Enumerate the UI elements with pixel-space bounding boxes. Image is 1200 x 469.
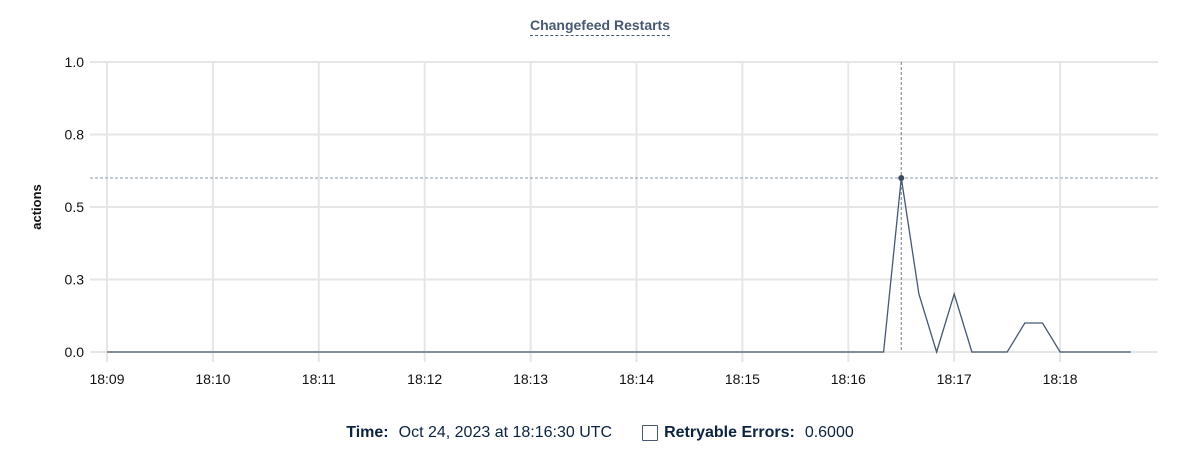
y-tick-label: 0.8 xyxy=(65,127,85,143)
x-tick-label: 18:09 xyxy=(89,371,124,387)
legend: Time: Oct 24, 2023 at 18:16:30 UTC Retry… xyxy=(0,424,1200,442)
time-value: Oct 24, 2023 at 18:16:30 UTC xyxy=(398,424,613,441)
y-tick-label: 0.5 xyxy=(65,199,85,215)
x-tick-label: 18:14 xyxy=(619,371,654,387)
y-tick-label: 0.3 xyxy=(65,272,85,288)
series-label: Retryable Errors: xyxy=(664,424,795,441)
chart-title-wrap: Changefeed Restarts xyxy=(0,17,1200,36)
x-tick-label: 18:18 xyxy=(1043,371,1078,387)
chart-title[interactable]: Changefeed Restarts xyxy=(529,17,671,36)
series-value: 0.6000 xyxy=(804,424,854,441)
x-tick-label: 18:15 xyxy=(725,371,760,387)
x-tick-label: 18:13 xyxy=(513,371,548,387)
x-tick-label: 18:11 xyxy=(302,371,336,387)
line-chart: 0.0 0.3 0.5 0.8 1.0 18:09 18:10 18:11 18:12 18:13… xyxy=(29,54,1158,387)
x-tick-label: 18:17 xyxy=(937,371,972,387)
hover-point xyxy=(898,175,905,181)
x-tick-label: 18:10 xyxy=(195,371,230,387)
series-checkbox[interactable] xyxy=(642,425,659,441)
x-tick-label: 18:16 xyxy=(831,371,866,387)
time-label: Time: xyxy=(346,424,389,441)
series-line xyxy=(107,177,1131,355)
y-tick-label: 0.0 xyxy=(65,344,85,360)
x-tick-label: 18:12 xyxy=(407,371,442,387)
y-axis-label: actions xyxy=(29,184,44,230)
y-tick-label: 1.0 xyxy=(65,54,85,70)
